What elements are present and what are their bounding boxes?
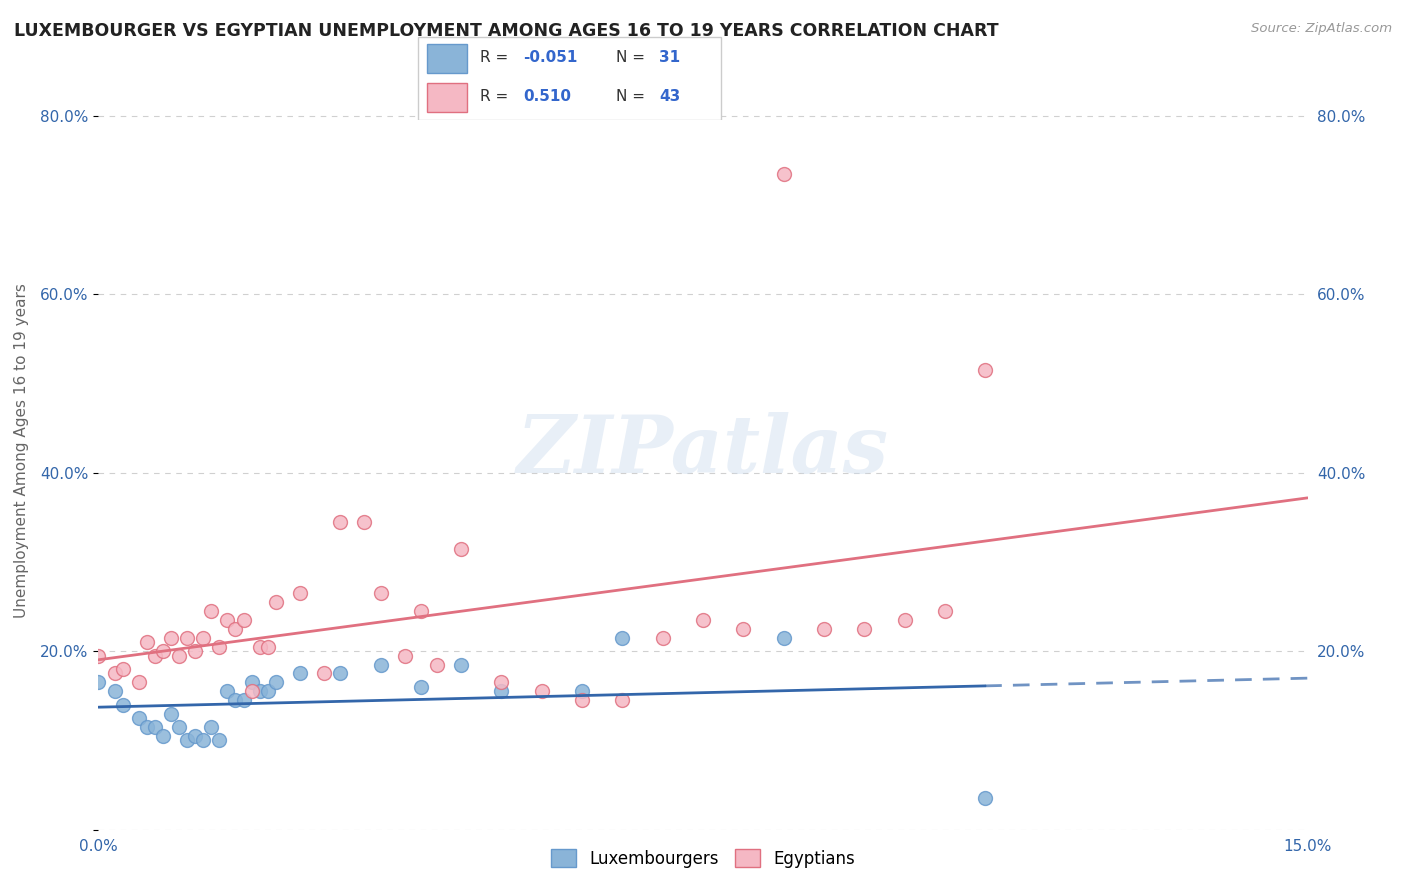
Point [128, 711, 150, 725]
Point [167, 648, 190, 663]
Point [491, 684, 513, 698]
Point [409, 680, 432, 694]
Point [160, 706, 183, 721]
Point [240, 675, 263, 690]
Point [329, 666, 352, 681]
Text: 43: 43 [659, 89, 681, 104]
Text: ZIPatlas: ZIPatlas [517, 412, 889, 489]
Point [772, 167, 794, 181]
Point [240, 684, 263, 698]
Text: N =: N = [616, 89, 650, 104]
Point [491, 675, 513, 690]
Point [813, 622, 835, 636]
Text: 31: 31 [659, 50, 681, 65]
Point [103, 684, 125, 698]
FancyBboxPatch shape [418, 37, 721, 120]
Point [111, 662, 134, 676]
Point [256, 640, 278, 654]
Point [224, 693, 246, 707]
Point [450, 541, 472, 556]
Point [370, 657, 392, 672]
Point [232, 693, 254, 707]
Point [394, 648, 416, 663]
Point [193, 631, 215, 645]
Point [974, 791, 997, 805]
Point [329, 515, 352, 529]
Point [256, 684, 278, 698]
Text: LUXEMBOURGER VS EGYPTIAN UNEMPLOYMENT AMONG AGES 16 TO 19 YEARS CORRELATION CHAR: LUXEMBOURGER VS EGYPTIAN UNEMPLOYMENT AM… [14, 22, 998, 40]
Point [232, 613, 254, 627]
Point [135, 720, 157, 734]
Point [409, 604, 432, 618]
Point [184, 729, 207, 743]
Point [103, 666, 125, 681]
Point [612, 631, 634, 645]
Point [200, 604, 222, 618]
Point [530, 684, 553, 698]
Text: -0.051: -0.051 [523, 50, 578, 65]
Point [288, 666, 311, 681]
Point [893, 613, 915, 627]
Point [853, 622, 876, 636]
Point [87, 648, 110, 663]
Point [176, 733, 198, 747]
Point [264, 675, 287, 690]
Point [143, 648, 166, 663]
Point [135, 635, 157, 649]
Point [184, 644, 207, 658]
Point [217, 684, 239, 698]
Point [128, 675, 150, 690]
Point [571, 693, 593, 707]
Point [224, 622, 246, 636]
Text: N =: N = [616, 50, 650, 65]
Point [160, 631, 183, 645]
Point [612, 693, 634, 707]
Point [571, 684, 593, 698]
Point [772, 631, 794, 645]
Point [200, 720, 222, 734]
Point [217, 613, 239, 627]
FancyBboxPatch shape [427, 83, 467, 112]
Point [143, 720, 166, 734]
Text: Source: ZipAtlas.com: Source: ZipAtlas.com [1251, 22, 1392, 36]
Point [370, 586, 392, 600]
Point [353, 515, 375, 529]
Point [193, 733, 215, 747]
Point [651, 631, 673, 645]
FancyBboxPatch shape [427, 44, 467, 73]
Point [426, 657, 449, 672]
Text: R =: R = [479, 89, 513, 104]
Legend: Luxembourgers, Egyptians: Luxembourgers, Egyptians [544, 843, 862, 874]
Point [208, 733, 231, 747]
Point [152, 729, 174, 743]
Point [249, 640, 271, 654]
Y-axis label: Unemployment Among Ages 16 to 19 years: Unemployment Among Ages 16 to 19 years [14, 283, 30, 618]
Point [264, 595, 287, 609]
Point [288, 586, 311, 600]
Point [111, 698, 134, 712]
Point [208, 640, 231, 654]
Point [692, 613, 714, 627]
Point [176, 631, 198, 645]
Point [167, 720, 190, 734]
Point [974, 363, 997, 377]
Text: 0.510: 0.510 [523, 89, 571, 104]
Text: R =: R = [479, 50, 513, 65]
Point [934, 604, 956, 618]
Point [733, 622, 755, 636]
Point [249, 684, 271, 698]
Point [152, 644, 174, 658]
Point [87, 675, 110, 690]
Point [450, 657, 472, 672]
Point [314, 666, 336, 681]
